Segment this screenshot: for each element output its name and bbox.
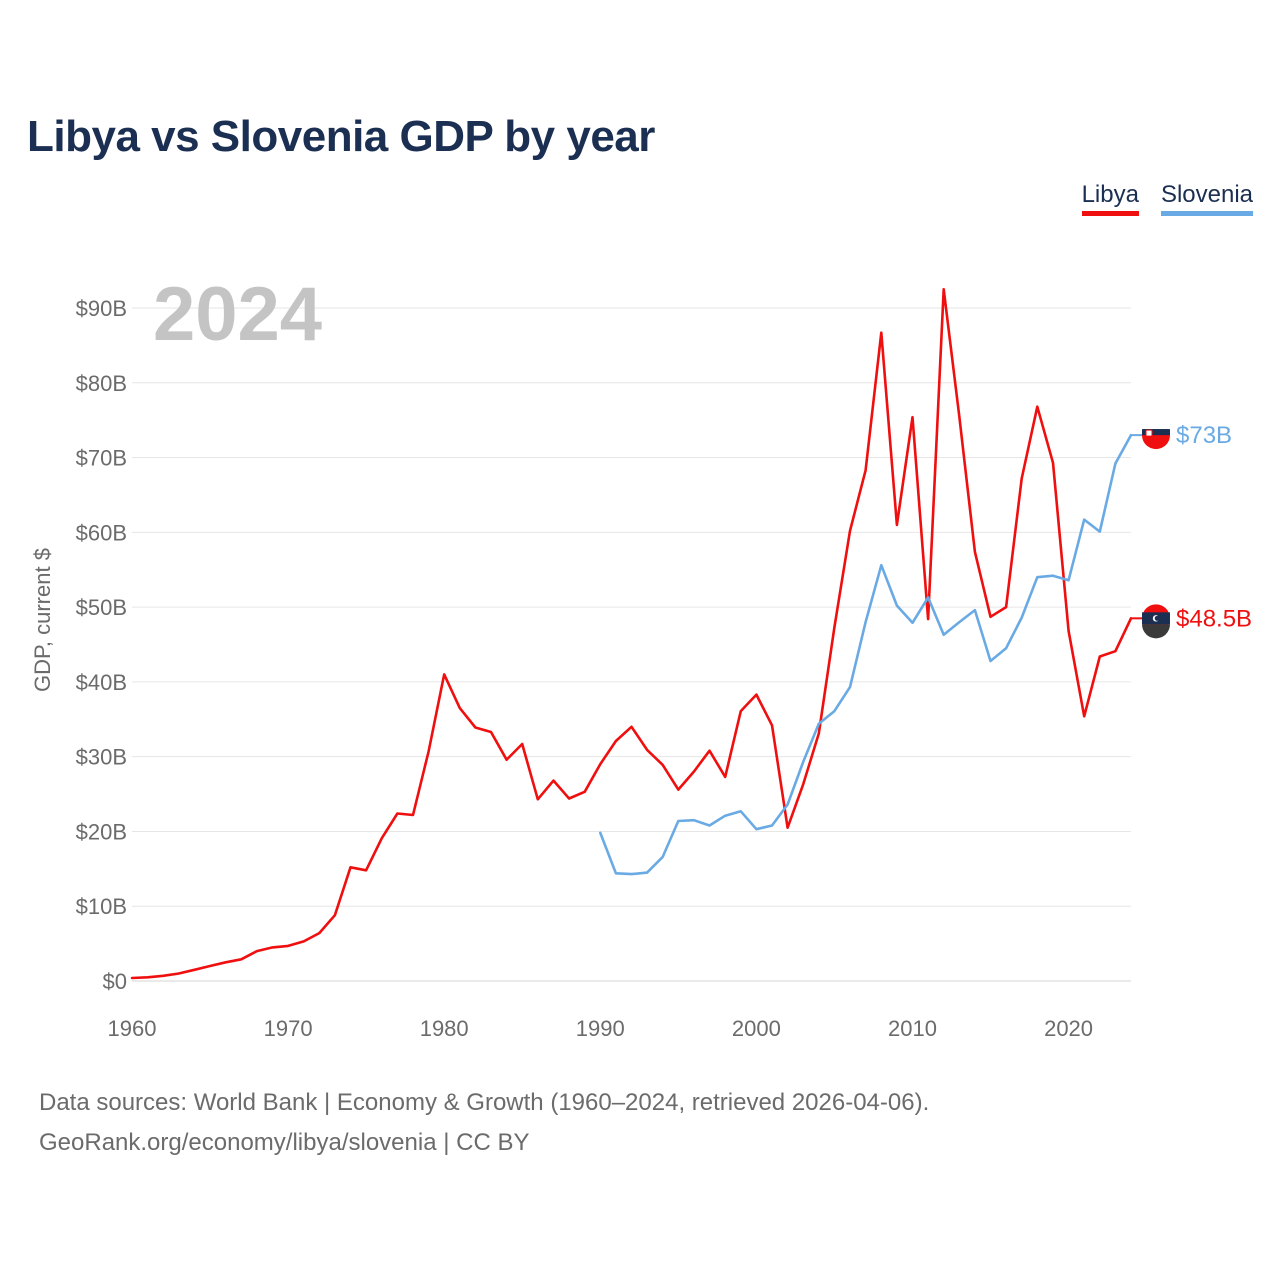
x-tick-label: 1960 — [108, 1016, 157, 1041]
flag-slovenia-blue — [1142, 429, 1170, 435]
shield-icon — [1145, 429, 1153, 437]
y-tick-label: $10B — [76, 894, 127, 919]
x-tick-label: 1970 — [264, 1016, 313, 1041]
y-tick-label: $70B — [76, 446, 127, 471]
end-marker-slovenia: $73B — [1131, 415, 1232, 450]
y-tick-label: $80B — [76, 371, 127, 396]
y-tick-label: $90B — [76, 296, 127, 321]
y-tick-label: $20B — [76, 819, 127, 844]
x-tick-label: 1980 — [420, 1016, 469, 1041]
legend-item-libya[interactable]: Libya — [1081, 181, 1139, 216]
y-tick-label: $0 — [103, 969, 127, 994]
crescent-cut — [1154, 615, 1160, 621]
footer: Data sources: World Bank | Economy & Gro… — [39, 1083, 929, 1163]
end-marker-libya: $48.5B — [1131, 604, 1252, 639]
x-tick-label: 2020 — [1044, 1016, 1093, 1041]
gridlines — [132, 307, 1131, 982]
end-value-label-libya: $48.5B — [1176, 605, 1252, 632]
series-lines — [130, 287, 1133, 980]
current-year-label: 2024 — [153, 272, 322, 357]
legend: Libya Slovenia — [1081, 181, 1253, 216]
y-axis-ticks: $0 $10B $20B $30B $40B $50B $60B $70B $80B $90B — [76, 296, 127, 994]
y-tick-label: $40B — [76, 670, 127, 695]
footer-sources: Data sources: World Bank | Economy & Gro… — [39, 1089, 930, 1116]
series-line-slovenia[interactable] — [598, 433, 1133, 876]
series-line-libya[interactable] — [130, 287, 1133, 980]
x-tick-label: 1990 — [576, 1016, 625, 1041]
y-tick-label: $60B — [76, 520, 127, 545]
footer-attribution[interactable]: GeoRank.org/economy/libya/slovenia | CC … — [39, 1129, 530, 1156]
end-markers: $48.5B $73B — [1131, 415, 1252, 639]
flag-libya-bottom — [1142, 624, 1170, 639]
y-axis-label: GDP, current $ — [30, 548, 55, 692]
x-tick-label: 2000 — [732, 1016, 781, 1041]
end-value-label-slovenia: $73B — [1176, 422, 1232, 449]
x-axis-ticks: 1960 1970 1980 1990 2000 2010 2020 — [108, 1016, 1094, 1041]
x-tick-label: 2010 — [888, 1016, 937, 1041]
y-tick-label: $50B — [76, 595, 127, 620]
chart-title: Libya vs Slovenia GDP by year — [27, 112, 655, 161]
legend-item-slovenia[interactable]: Slovenia — [1160, 181, 1253, 216]
y-tick-label: $30B — [76, 745, 127, 770]
flag-slovenia-white — [1142, 415, 1170, 430]
